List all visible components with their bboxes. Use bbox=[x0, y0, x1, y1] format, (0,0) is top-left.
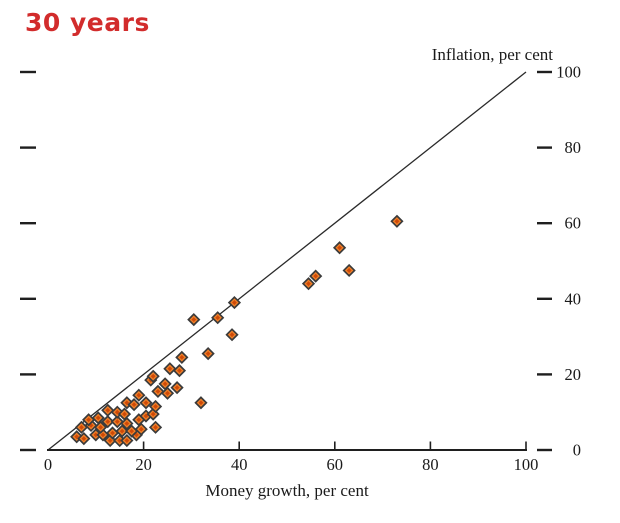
data-point-center bbox=[131, 402, 137, 408]
x-axis-label: Money growth, per cent bbox=[205, 481, 369, 500]
data-point-center bbox=[346, 268, 352, 273]
data-point-center bbox=[215, 315, 221, 321]
data-point-center bbox=[143, 400, 149, 406]
y-axis-label: Inflation, per cent bbox=[431, 45, 553, 64]
data-point-center bbox=[105, 407, 111, 413]
data-point-center bbox=[205, 351, 211, 357]
data-point-center bbox=[88, 423, 94, 428]
data-point-center bbox=[174, 385, 180, 391]
data-point-center bbox=[74, 434, 80, 440]
data-point-center bbox=[93, 432, 99, 438]
data-point-center bbox=[155, 389, 161, 394]
x-tick-label: 80 bbox=[422, 455, 439, 474]
data-point-center bbox=[150, 373, 156, 379]
x-tick-label: 0 bbox=[44, 455, 52, 474]
y-tick-label: 80 bbox=[565, 138, 582, 157]
data-point-center bbox=[198, 400, 204, 406]
data-point-center bbox=[394, 218, 400, 224]
data-point-center bbox=[150, 411, 156, 417]
data-point-center bbox=[177, 368, 182, 374]
data-point-center bbox=[138, 426, 144, 432]
x-tick-label: 40 bbox=[231, 455, 248, 474]
x-tick-label: 20 bbox=[135, 455, 152, 474]
data-point-center bbox=[167, 366, 173, 372]
data-point-center bbox=[95, 415, 101, 421]
y-tick-label: 60 bbox=[565, 214, 582, 233]
data-point-center bbox=[81, 436, 87, 442]
data-point-center bbox=[114, 409, 120, 415]
data-point-center bbox=[134, 432, 139, 438]
data-point-center bbox=[162, 381, 168, 387]
x-tick-label: 100 bbox=[514, 455, 539, 474]
x-tick-label: 60 bbox=[327, 455, 344, 474]
chart-title: 30 years bbox=[25, 8, 150, 37]
data-point-center bbox=[105, 419, 111, 425]
data-point-center bbox=[124, 400, 130, 406]
data-point-center bbox=[124, 421, 130, 426]
y-tick-label: 0 bbox=[573, 441, 581, 460]
data-point-center bbox=[79, 424, 84, 430]
data-point-center bbox=[110, 430, 115, 436]
data-point-center bbox=[129, 428, 135, 434]
data-point-center bbox=[153, 424, 158, 430]
data-point-center bbox=[136, 417, 142, 423]
data-point-center bbox=[191, 317, 197, 322]
data-point-center bbox=[98, 424, 103, 430]
data-point-center bbox=[122, 411, 127, 417]
data-point-center bbox=[117, 438, 123, 443]
data-point-center bbox=[114, 419, 120, 425]
data-point-center bbox=[143, 413, 149, 419]
y-tick-label: 40 bbox=[565, 289, 582, 308]
data-point-center bbox=[119, 428, 125, 434]
reference-line bbox=[47, 71, 527, 451]
data-point-center bbox=[124, 438, 130, 443]
data-point-center bbox=[100, 432, 106, 438]
data-point-center bbox=[153, 404, 158, 409]
data-point-center bbox=[165, 390, 170, 396]
data-point-center bbox=[337, 245, 342, 251]
data-point-center bbox=[179, 354, 185, 360]
data-point-center bbox=[136, 392, 142, 398]
y-tick-label: 100 bbox=[556, 63, 581, 82]
data-point-center bbox=[229, 332, 235, 338]
data-point-center bbox=[313, 273, 319, 279]
data-point-center bbox=[232, 300, 237, 305]
data-point-center bbox=[306, 281, 311, 287]
data-point-center bbox=[86, 417, 92, 423]
y-tick-label: 20 bbox=[565, 365, 582, 384]
data-point-center bbox=[107, 438, 113, 443]
